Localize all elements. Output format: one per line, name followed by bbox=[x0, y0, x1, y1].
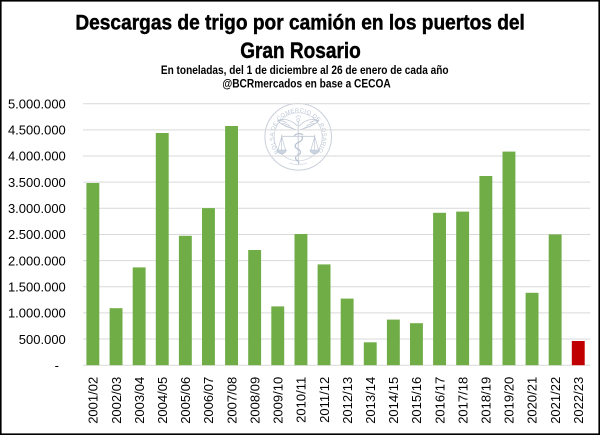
svg-text:2021/22: 2021/22 bbox=[548, 377, 563, 424]
svg-text:@BCRmercados en base a CECOA: @BCRmercados en base a CECOA bbox=[222, 78, 390, 91]
svg-text:2005/06: 2005/06 bbox=[178, 377, 193, 424]
svg-text:2009/10: 2009/10 bbox=[271, 377, 286, 424]
svg-text:2004/05: 2004/05 bbox=[155, 377, 170, 424]
svg-text:2018/19: 2018/19 bbox=[479, 377, 494, 424]
svg-text:2020/21: 2020/21 bbox=[525, 377, 540, 424]
svg-text:Descargas de trigo por camión: Descargas de trigo por camión en los pue… bbox=[75, 12, 525, 35]
svg-text:3.500.000: 3.500.000 bbox=[8, 175, 66, 190]
svg-text:2016/17: 2016/17 bbox=[432, 377, 447, 424]
svg-text:En toneladas, del 1 de diciemb: En toneladas, del 1 de diciembre al 26 d… bbox=[161, 64, 449, 77]
svg-text:Gran Rosario: Gran Rosario bbox=[240, 39, 361, 64]
svg-text:2022/23: 2022/23 bbox=[571, 377, 586, 424]
svg-text:2013/14: 2013/14 bbox=[363, 377, 378, 424]
svg-text:1.000.000: 1.000.000 bbox=[8, 306, 66, 321]
svg-text:500.000: 500.000 bbox=[19, 332, 66, 347]
svg-text:2.000.000: 2.000.000 bbox=[8, 253, 66, 268]
svg-text:2012/13: 2012/13 bbox=[340, 377, 355, 424]
svg-text:2003/04: 2003/04 bbox=[132, 377, 147, 424]
svg-text:2015/16: 2015/16 bbox=[409, 377, 424, 424]
svg-text:2002/03: 2002/03 bbox=[109, 377, 124, 424]
svg-text:2014/15: 2014/15 bbox=[386, 377, 401, 424]
svg-text:2001/02: 2001/02 bbox=[86, 377, 101, 424]
svg-text:3.000.000: 3.000.000 bbox=[8, 201, 66, 216]
svg-text:2019/20: 2019/20 bbox=[502, 377, 517, 424]
svg-text:5.000.000: 5.000.000 bbox=[8, 96, 66, 111]
svg-text:2008/09: 2008/09 bbox=[247, 377, 262, 424]
svg-text:-: - bbox=[55, 358, 59, 373]
svg-text:2017/18: 2017/18 bbox=[455, 377, 470, 424]
svg-text:1.500.000: 1.500.000 bbox=[8, 280, 66, 295]
svg-text:4.000.000: 4.000.000 bbox=[8, 149, 66, 164]
svg-text:4.500.000: 4.500.000 bbox=[8, 123, 66, 138]
svg-text:2.500.000: 2.500.000 bbox=[8, 227, 66, 242]
svg-text:2011/12: 2011/12 bbox=[317, 377, 332, 423]
svg-text:2010/11: 2010/11 bbox=[294, 377, 309, 423]
svg-text:2006/07: 2006/07 bbox=[201, 377, 216, 424]
svg-text:2007/08: 2007/08 bbox=[224, 377, 239, 424]
